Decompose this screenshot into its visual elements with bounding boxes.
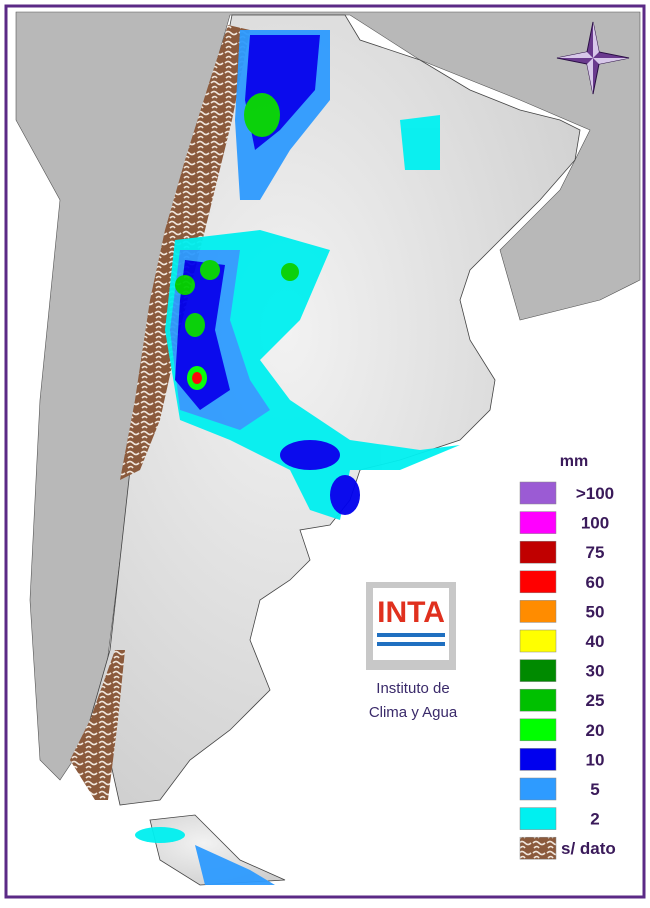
legend: >100 100 75 60 50 40 30 25 20 10 5 2 s/ dato: [519, 481, 616, 860]
logo-caption: Clima y Agua: [369, 704, 458, 721]
tierra-del-fuego: [149, 814, 286, 886]
legend-label: 25: [586, 691, 605, 710]
legend-title: mm: [560, 453, 588, 470]
legend-label: 60: [586, 573, 605, 592]
legend-swatch: [519, 481, 557, 505]
legend-swatch: [519, 540, 557, 564]
logo: INTA Instituto de Clima y Agua: [366, 582, 458, 721]
compass: [556, 21, 630, 95]
legend-label: >100: [576, 484, 614, 503]
legend-swatch: [519, 777, 557, 801]
legend-label: 75: [586, 543, 605, 562]
argentina: [89, 14, 581, 806]
legend-swatch: [519, 570, 557, 594]
legend-label: 5: [590, 780, 599, 799]
logo-text: INTA: [377, 596, 445, 629]
legend-swatch: [519, 718, 557, 742]
precipitation: [135, 30, 460, 885]
legend-label: 100: [581, 514, 609, 533]
legend-label: 50: [586, 602, 605, 621]
legend-label: 10: [586, 750, 605, 769]
legend-label: s/ dato: [561, 839, 616, 858]
legend-swatch: [519, 807, 557, 830]
legend-swatch: [519, 659, 557, 682]
legend-swatch: [519, 836, 557, 860]
legend-swatch: [519, 748, 557, 771]
legend-swatch: [519, 688, 557, 712]
legend-swatch: [519, 629, 557, 653]
frame: [4, 4, 646, 899]
legend-label: 30: [586, 662, 605, 681]
legend-swatch: [519, 511, 557, 534]
legend-label: 40: [586, 632, 605, 651]
legend-label: 2: [590, 810, 599, 829]
legend-label: 20: [586, 721, 605, 740]
legend-swatch: [519, 600, 557, 623]
no-data-area: [70, 650, 125, 800]
logo-caption: Instituto de: [376, 680, 449, 697]
